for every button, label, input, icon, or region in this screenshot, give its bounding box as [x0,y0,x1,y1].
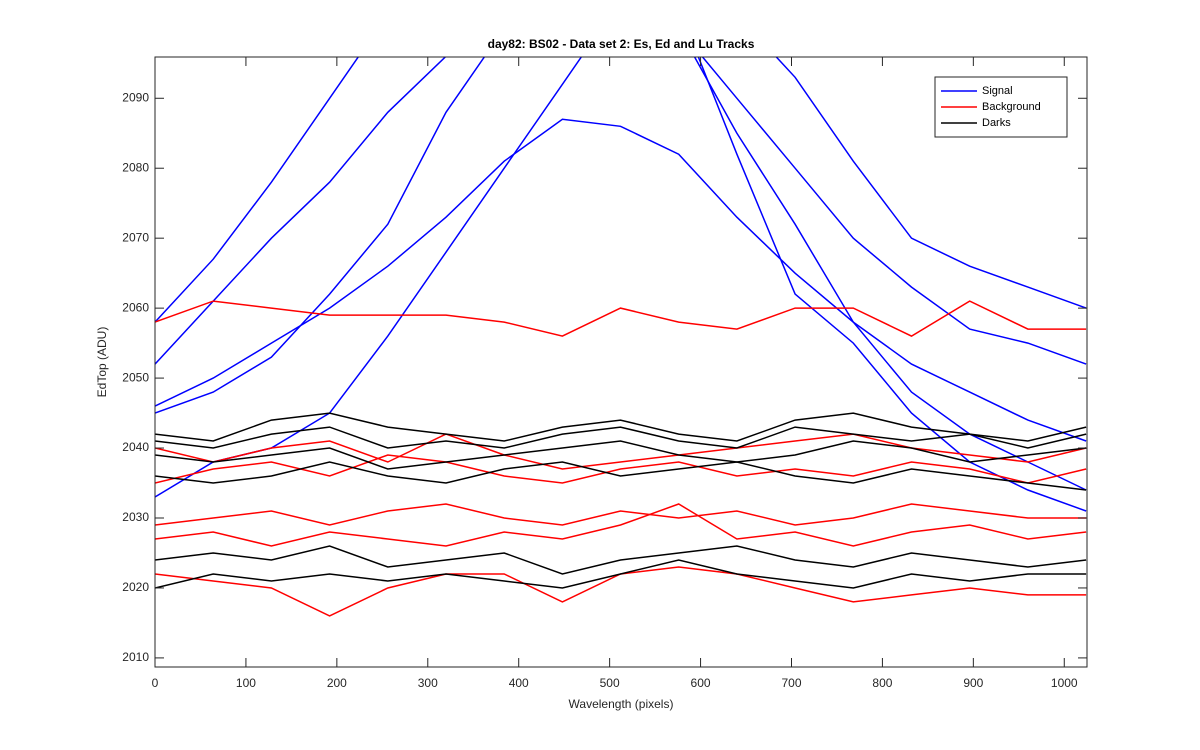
y-tick-label: 2030 [122,510,149,524]
chart-title: day82: BS02 - Data set 2: Es, Ed and Lu … [488,37,755,51]
y-tick-label: 2090 [122,90,149,104]
data-line [155,412,1087,442]
data-line [155,559,1087,589]
y-axis-label: EdTop (ADU) [95,327,109,398]
x-axis-label: Wavelength (pixels) [569,697,674,711]
axes-box [154,56,1088,668]
y-tick-label: 2050 [122,370,149,384]
legend-label: Darks [982,117,1011,129]
data-line [155,503,1087,526]
data-line [155,57,1087,323]
y-tick-label: 2070 [122,230,149,244]
x-tick-label: 500 [600,676,620,690]
y-tick-label: 2060 [122,300,149,314]
data-line [155,57,1087,491]
data-line [155,57,1087,365]
legend-label: Background [982,101,1041,113]
data-line [155,300,1087,337]
data-line [155,118,1087,442]
data-line [155,545,1087,575]
y-tick-label: 2020 [122,580,149,594]
y-tick-label: 2010 [122,650,149,664]
x-tick-label: 1000 [1051,676,1078,690]
data-line [155,433,1087,470]
y-tick-label: 2040 [122,440,149,454]
data-line [155,461,1087,491]
data-line [155,426,1087,449]
data-line [155,503,1087,547]
x-tick-label: 300 [418,676,438,690]
legend-label: Signal [982,85,1013,97]
x-tick-label: 100 [236,676,256,690]
x-tick-label: 200 [327,676,347,690]
x-tick-label: 0 [152,676,159,690]
x-tick-label: 400 [509,676,529,690]
x-tick-label: 700 [781,676,801,690]
data-line [155,454,1087,484]
x-tick-label: 900 [963,676,983,690]
x-tick-label: 600 [691,676,711,690]
plot-lines [155,57,1087,617]
data-line [155,440,1087,470]
y-tick-label: 2080 [122,160,149,174]
x-tick-label: 800 [872,676,892,690]
